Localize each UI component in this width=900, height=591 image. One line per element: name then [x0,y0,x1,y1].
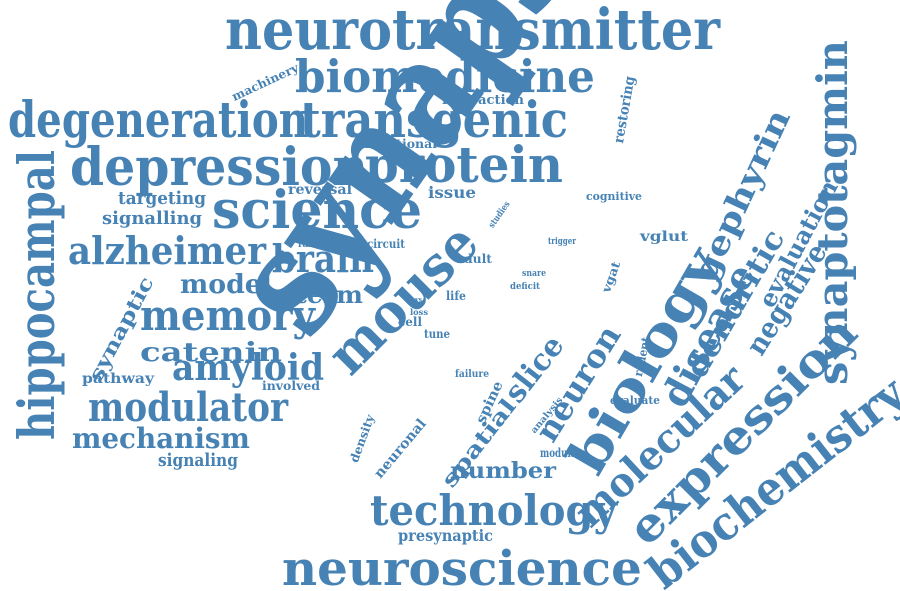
word-signaling: signaling [158,450,238,471]
word-protein: protein [365,135,563,194]
word-modulator: modulator [88,384,289,431]
word-neuronal: neuronal [371,416,430,482]
word-interaction: interaction [442,93,524,108]
word-failure: failure [455,369,490,380]
word-hippocampal: hippocampal [7,149,66,440]
word-term: term [295,280,364,309]
word-signalling: signalling [102,208,202,229]
word-pathway: pathway [82,371,155,387]
word-brain: brain [272,236,374,281]
word-reversal: reversal [288,182,352,198]
word-cognitive: cognitive [586,190,642,203]
word-vgat: vgat [599,259,624,295]
word-presynaptic: presynaptic [398,526,493,545]
word-evaluate: evaluate [610,394,660,407]
word-targeting: targeting [118,188,207,209]
word-neurotransmitter: neurotransmitter [225,0,721,63]
word-studies: studies [487,199,513,231]
word-snare: snare [522,269,547,279]
word-life: life [446,289,467,303]
word-degeneration: degeneration [8,90,309,149]
word-circuit: circuit [367,237,405,251]
word-involved: involved [262,379,321,393]
word-trigger: trigger [548,237,577,247]
word-mechanism: mechanism [72,422,250,455]
word-function: function [298,239,340,250]
word-restoring: restoring [611,74,639,145]
word-tune: tune [424,327,451,341]
word-technology: technology [370,486,617,535]
word-functional: functional [365,137,437,151]
word-density: density [347,412,378,465]
word-number: number [450,458,556,484]
word-modulate: modulate [540,446,586,460]
word-ways: ways [406,295,423,304]
word-loss: loss [410,307,429,317]
word-issue: issue [428,183,477,202]
word-transgenic: transgenic [300,90,569,149]
word-amyloid: amyloid [172,347,325,389]
word-vglut: vglut [640,229,688,245]
word-neuroscience: neuroscience [282,541,642,591]
word-memory: memory [140,291,315,340]
word-catenin: catenin [140,338,283,368]
word-model: model [180,270,272,300]
word-biomedicine: biomedicine [295,50,595,103]
word-science: science [212,180,423,241]
word-adult: adult [456,252,493,266]
word-depression: depression [70,137,369,198]
word-deficit: deficit [510,282,541,292]
word-alzheimer: alzheimer [68,228,266,273]
word-cell: cell [398,315,423,329]
